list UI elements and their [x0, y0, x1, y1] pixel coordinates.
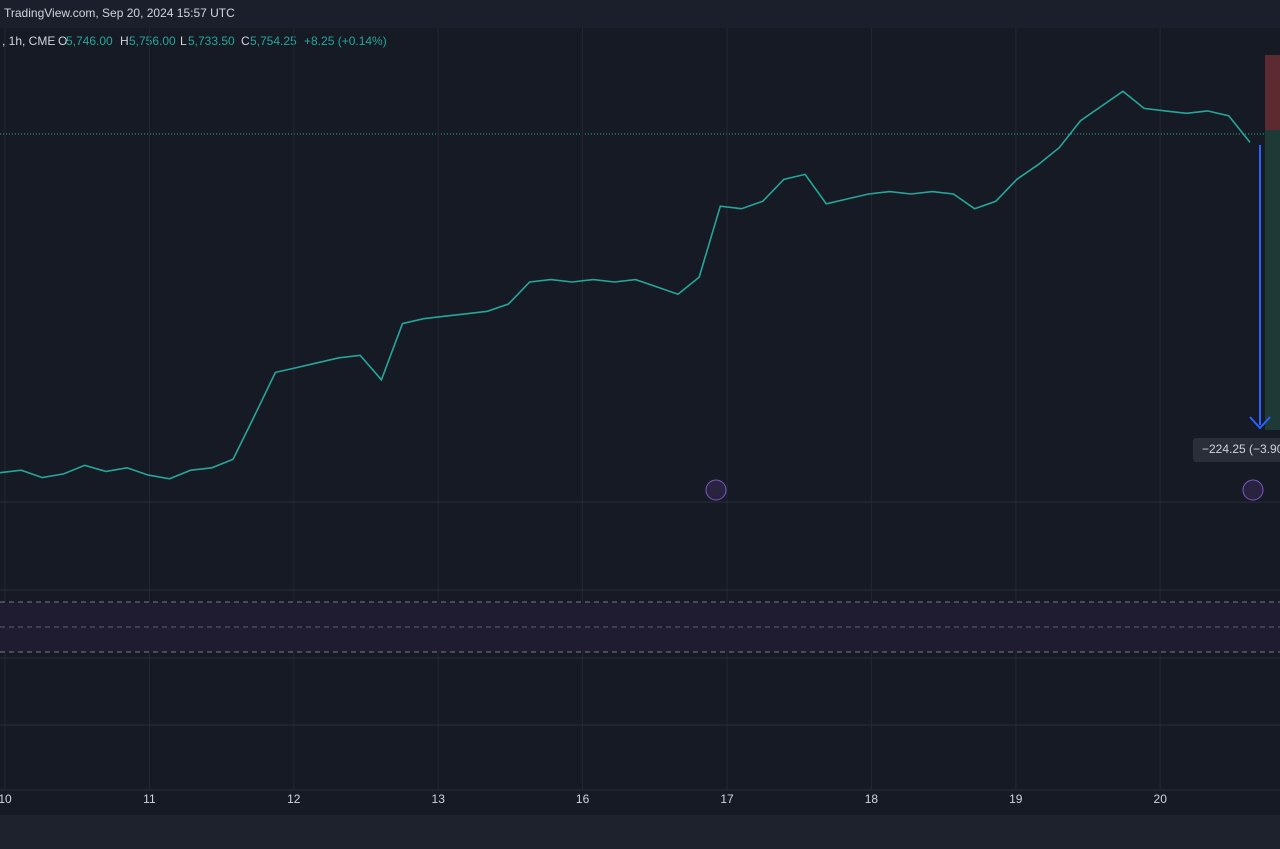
- legend-open-label: O: [58, 34, 67, 48]
- measure-arrow-head: [1249, 416, 1271, 430]
- legend-high: 5,756.00: [129, 34, 176, 48]
- measure-label: −224.25 (−3.90: [1202, 442, 1280, 456]
- x-tick-label: 20: [1154, 792, 1168, 806]
- x-tick-label: 13: [432, 792, 446, 806]
- price-line: [0, 90, 1251, 480]
- header-bar: [0, 0, 1280, 28]
- x-tick-label: 16: [576, 792, 590, 806]
- x-tick-label: 17: [720, 792, 734, 806]
- legend-change: +8.25 (+0.14%): [304, 34, 387, 48]
- x-tick-label: 18: [865, 792, 879, 806]
- position-zone: [1265, 55, 1280, 130]
- header-source: TradingView.com, Sep 20, 2024 15:57 UTC: [4, 6, 235, 20]
- legend-low-label: L: [180, 34, 187, 48]
- x-tick-label: 19: [1009, 792, 1023, 806]
- grid: [4, 28, 1161, 790]
- plot: [0, 90, 1251, 480]
- legend-close-label: C: [241, 34, 250, 48]
- legend-open: 5,746.00: [66, 34, 113, 48]
- legend-high-label: H: [120, 34, 129, 48]
- legend-close: 5,754.25: [250, 34, 297, 48]
- event-icon[interactable]: [705, 479, 727, 501]
- x-tick-label: 12: [287, 792, 301, 806]
- position-zone: [1265, 130, 1280, 430]
- legend-low: 5,733.50: [188, 34, 235, 48]
- event-icon[interactable]: [1242, 479, 1264, 501]
- legend-symbol: , 1h, CME: [2, 34, 55, 48]
- x-tick-label: 11: [143, 792, 156, 806]
- ohlc-legend: , 1h, CME O 5,746.00 H 5,756.00 L 5,733.…: [2, 34, 387, 48]
- measure-label-box: [1193, 438, 1280, 462]
- panes: [0, 501, 1280, 849]
- x-tick-label: 10: [0, 792, 12, 806]
- footer-bar: [0, 815, 1280, 849]
